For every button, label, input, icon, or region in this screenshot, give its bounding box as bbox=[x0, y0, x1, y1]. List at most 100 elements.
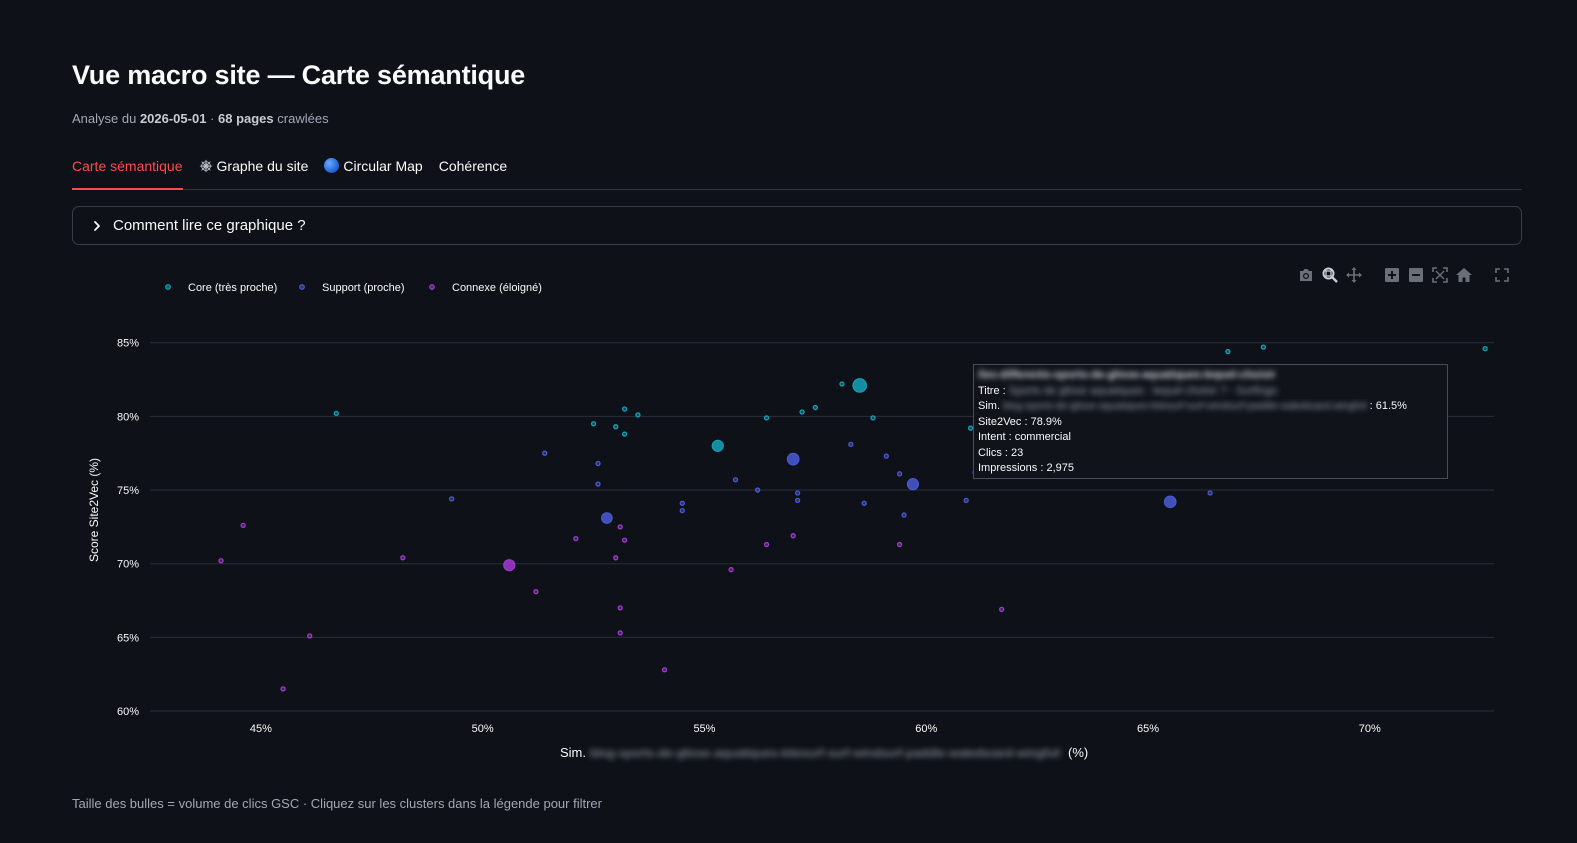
scatter-point[interactable] bbox=[601, 512, 613, 524]
scatter-point[interactable] bbox=[679, 500, 685, 506]
scatter-point[interactable] bbox=[595, 481, 601, 487]
tab-graphe-du-site[interactable]: Graphe du site bbox=[199, 150, 308, 190]
scatter-point[interactable] bbox=[218, 558, 224, 564]
y-tick-label: 60% bbox=[117, 706, 139, 718]
scatter-point[interactable] bbox=[896, 471, 903, 477]
chart-footnote: Taille des bulles = volume de clics GSC … bbox=[72, 796, 602, 811]
scatter-point[interactable] bbox=[1207, 490, 1213, 496]
scatter-point[interactable] bbox=[732, 477, 739, 483]
scatter-point[interactable] bbox=[901, 512, 907, 518]
legend-marker[interactable] bbox=[429, 284, 435, 290]
scatter-point[interactable] bbox=[794, 497, 801, 504]
scatter-point[interactable] bbox=[763, 541, 770, 548]
legend-marker[interactable] bbox=[299, 284, 305, 290]
scatter-point[interactable] bbox=[906, 478, 920, 491]
x-axis-title-blurred: blog-sports-de-glisse-aquatiques-kitesur… bbox=[590, 746, 1060, 760]
scatter-point[interactable] bbox=[896, 541, 903, 548]
y-tick-label: 80% bbox=[117, 411, 139, 423]
x-axis-title-suffix: (%) bbox=[1068, 745, 1088, 760]
y-tick-labels: 60% 65% 70% 75% 80% 85% bbox=[117, 338, 139, 718]
y-axis-title: Score Site2Vec (%) bbox=[87, 458, 101, 562]
scatter-point[interactable] bbox=[1260, 344, 1266, 350]
scatter-point[interactable] bbox=[280, 686, 286, 692]
legend-marker[interactable] bbox=[165, 284, 171, 290]
scatter-point[interactable] bbox=[621, 537, 628, 543]
scatter-point[interactable] bbox=[613, 555, 619, 561]
scatter-point[interactable] bbox=[728, 566, 734, 573]
scatter-point[interactable] bbox=[755, 487, 761, 493]
tab-coherence[interactable]: Cohérence bbox=[439, 150, 508, 190]
scatter-point[interactable] bbox=[812, 404, 818, 411]
zoom-icon[interactable] bbox=[1321, 266, 1339, 284]
legend-entry[interactable]: Connexe (éloigné) bbox=[452, 282, 542, 294]
zoom-out-icon[interactable] bbox=[1407, 266, 1425, 284]
scatter-point[interactable] bbox=[661, 667, 668, 673]
help-expander[interactable]: Comment lire ce graphique ? bbox=[72, 206, 1522, 245]
scatter-point[interactable] bbox=[799, 409, 805, 415]
legend: Core (très proche) Support (proche) Connex… bbox=[165, 282, 542, 294]
scatter-point[interactable] bbox=[240, 522, 246, 529]
scatter-point[interactable] bbox=[448, 496, 455, 502]
scatter-point[interactable] bbox=[542, 450, 548, 456]
scatter-point[interactable] bbox=[503, 559, 516, 572]
scatter-point[interactable] bbox=[590, 421, 597, 427]
tab-circular-map[interactable]: Circular Map bbox=[324, 150, 423, 190]
subtitle-sep: · bbox=[206, 111, 218, 126]
scatter-point[interactable] bbox=[400, 555, 406, 561]
scatter-point[interactable] bbox=[621, 431, 628, 437]
scatter-point[interactable] bbox=[848, 441, 854, 448]
scatter-point[interactable] bbox=[573, 535, 579, 542]
legend-entry[interactable]: Core (très proche) bbox=[188, 282, 277, 294]
scatter-point[interactable] bbox=[533, 589, 539, 595]
fullscreen-icon[interactable] bbox=[1493, 266, 1511, 284]
scatter-point[interactable] bbox=[595, 460, 601, 467]
x-tick-label: 70% bbox=[1359, 723, 1381, 735]
scatter-point[interactable] bbox=[1482, 345, 1488, 352]
scatter-point[interactable] bbox=[967, 425, 974, 431]
autoscale-icon[interactable] bbox=[1431, 266, 1449, 284]
y-tick-label: 70% bbox=[117, 559, 139, 571]
scatter-point[interactable] bbox=[1163, 495, 1177, 509]
scatter-point[interactable] bbox=[790, 533, 796, 539]
scatter-point[interactable] bbox=[852, 378, 868, 393]
tooltip-impressions: Impressions : 2,975 bbox=[978, 462, 1074, 474]
legend-entry[interactable]: Support (proche) bbox=[322, 282, 405, 294]
scatter-point[interactable] bbox=[635, 412, 641, 418]
scatter-point[interactable] bbox=[613, 424, 619, 430]
scatter-point[interactable] bbox=[1225, 348, 1231, 355]
tab-carte-semantique[interactable]: Carte sémantique bbox=[72, 150, 183, 190]
scatter-point[interactable] bbox=[333, 410, 339, 417]
expander-label: Comment lire ce graphique ? bbox=[113, 217, 306, 234]
scatter-point[interactable] bbox=[617, 524, 623, 530]
scatter-point[interactable] bbox=[870, 415, 876, 421]
scatter-point[interactable] bbox=[679, 508, 685, 514]
scatter-point[interactable] bbox=[617, 630, 623, 636]
tab-bar: Carte sémantique Graphe du site Circular… bbox=[72, 150, 1522, 190]
scatter-point[interactable] bbox=[711, 439, 724, 452]
tooltip-clics: Clics : 23 bbox=[978, 446, 1024, 459]
semantic-scatter-chart[interactable]: 60% 65% 70% 75% 80% 85% 45% 50% 55% 60% 65% 70% Co… bbox=[0, 260, 1577, 780]
tab-label: Circular Map bbox=[343, 158, 423, 174]
scatter-point[interactable] bbox=[617, 605, 623, 611]
camera-icon[interactable] bbox=[1297, 266, 1315, 284]
scatter-point[interactable] bbox=[883, 453, 889, 459]
pan-icon[interactable] bbox=[1345, 266, 1363, 284]
main-page: Vue macro site — Carte sémantique Analys… bbox=[72, 0, 1522, 843]
tab-label: Carte sémantique bbox=[72, 158, 183, 174]
scatter-point[interactable] bbox=[307, 633, 313, 639]
scatter-point[interactable] bbox=[839, 381, 845, 387]
reset-axes-icon[interactable] bbox=[1455, 266, 1473, 284]
scatter-point[interactable] bbox=[786, 452, 800, 466]
y-tick-label: 85% bbox=[117, 338, 139, 350]
scatter-point[interactable] bbox=[621, 406, 628, 412]
scatter-point[interactable] bbox=[763, 415, 770, 421]
zoom-in-icon[interactable] bbox=[1383, 266, 1401, 284]
y-tick-label: 65% bbox=[117, 632, 139, 644]
scatter-point[interactable] bbox=[861, 500, 867, 506]
scatter-point[interactable] bbox=[998, 606, 1005, 613]
x-axis-title: Sim. blog-sports-de-glisse-aquatiques-ki… bbox=[560, 745, 1088, 760]
scatter-point[interactable] bbox=[794, 490, 801, 496]
chevron-right-icon bbox=[94, 220, 100, 231]
scatter-point[interactable] bbox=[963, 497, 969, 504]
x-tick-label: 55% bbox=[693, 723, 715, 735]
